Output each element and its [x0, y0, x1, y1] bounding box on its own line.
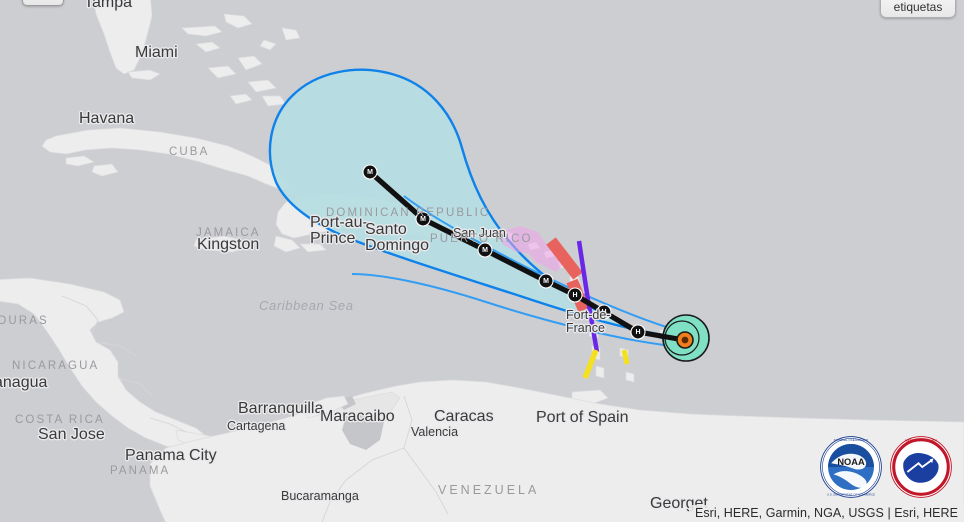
- track-marker-major-4[interactable]: M: [538, 273, 554, 289]
- noaa-logo: NOAA NATIONAL OCEANIC AND U.S. DEPARTMEN…: [820, 436, 882, 498]
- svg-text:H: H: [635, 329, 640, 336]
- labels-toggle-label: etiquetas: [893, 0, 943, 14]
- svg-text:H: H: [572, 292, 577, 299]
- svg-text:M: M: [367, 169, 373, 176]
- svg-text:H: H: [601, 309, 606, 316]
- svg-text:NATIONAL OCEANIC AND: NATIONAL OCEANIC AND: [834, 438, 868, 442]
- track-marker-hurricane-1[interactable]: H: [567, 287, 583, 303]
- storm-center-marker[interactable]: [676, 331, 694, 349]
- svg-text:M: M: [420, 216, 426, 223]
- track-marker-hurricane-2[interactable]: H: [596, 304, 612, 320]
- track-marker-hurricane-3[interactable]: H: [630, 324, 646, 340]
- svg-text:NATIONAL WEATHER: NATIONAL WEATHER: [905, 439, 938, 443]
- tropical-storm-watch-line-1: [576, 240, 591, 301]
- tropical-storm-watch-line-2: [585, 299, 600, 353]
- svg-text:M: M: [543, 278, 549, 285]
- map-attribution[interactable]: Esri, HERE, Garmin, NGA, USGS | Esri, HE…: [688, 505, 964, 522]
- hurricane-warning-line-1: [546, 237, 583, 280]
- national-weather-service-logo: NATIONAL WEATHER SERVICE: [890, 436, 952, 498]
- track-marker-major-2[interactable]: M: [415, 211, 431, 227]
- track-marker-major-1[interactable]: M: [362, 164, 378, 180]
- svg-text:U.S. DEPARTMENT OF COMMERCE: U.S. DEPARTMENT OF COMMERCE: [827, 493, 875, 497]
- track-markers: M M M M H H H: [362, 164, 694, 349]
- svg-text:SERVICE: SERVICE: [914, 492, 928, 496]
- forecast-cone: [268, 68, 698, 350]
- tropical-storm-warning-line-2: [621, 349, 630, 365]
- track-marker-major-3[interactable]: M: [477, 242, 493, 258]
- labels-toggle-button[interactable]: etiquetas: [880, 0, 956, 18]
- storm-surge-watch-area: [500, 226, 566, 272]
- agency-logos: NOAA NATIONAL OCEANIC AND U.S. DEPARTMEN…: [820, 436, 952, 498]
- svg-text:NOAA: NOAA: [837, 457, 865, 467]
- tropical-storm-warning-line-1: [582, 348, 599, 380]
- svg-text:M: M: [482, 247, 488, 254]
- map-control-stub[interactable]: [22, 0, 64, 6]
